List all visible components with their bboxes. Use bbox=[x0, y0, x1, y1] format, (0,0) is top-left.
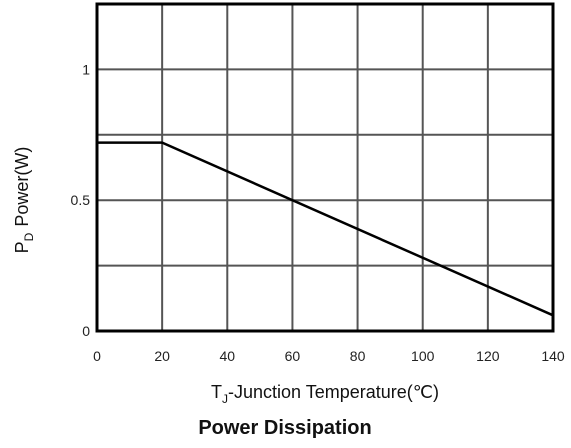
x-tick-label: 0 bbox=[93, 348, 101, 364]
x-tick-label: 40 bbox=[219, 348, 235, 364]
y-axis-title-rest: Power(W) bbox=[12, 147, 32, 227]
x-tick-label: 120 bbox=[476, 348, 500, 364]
y-tick-label: 1 bbox=[82, 61, 90, 77]
x-axis-title-rest: -Junction Temperature(℃) bbox=[228, 382, 439, 402]
x-tick-label: 20 bbox=[154, 348, 170, 364]
x-axis-title: TJ-Junction Temperature(℃) bbox=[211, 382, 439, 406]
y-axis-title-main: P bbox=[12, 241, 32, 253]
chart-title: Power Dissipation bbox=[198, 417, 371, 439]
y-tick-labels: 00.51 bbox=[71, 61, 91, 339]
y-axis-title-subscript: D bbox=[22, 232, 36, 241]
series-layer bbox=[97, 141, 554, 317]
x-tick-label: 100 bbox=[411, 348, 435, 364]
y-tick-label: 0.5 bbox=[71, 192, 91, 208]
x-tick-label: 80 bbox=[350, 348, 366, 364]
x-axis-title-main: T bbox=[211, 382, 222, 402]
x-tick-label: 140 bbox=[541, 348, 565, 364]
power-derating-curve bbox=[97, 141, 554, 317]
plot-frame bbox=[95, 2, 555, 333]
y-axis-title: PD Power(W) bbox=[12, 147, 36, 254]
grid bbox=[97, 4, 553, 331]
x-tick-label: 60 bbox=[285, 348, 301, 364]
y-tick-label: 0 bbox=[82, 323, 90, 339]
x-tick-labels: 0 20 40 60 80 100 120 140 bbox=[93, 348, 565, 364]
x-axis-title-subscript: J bbox=[222, 392, 228, 406]
